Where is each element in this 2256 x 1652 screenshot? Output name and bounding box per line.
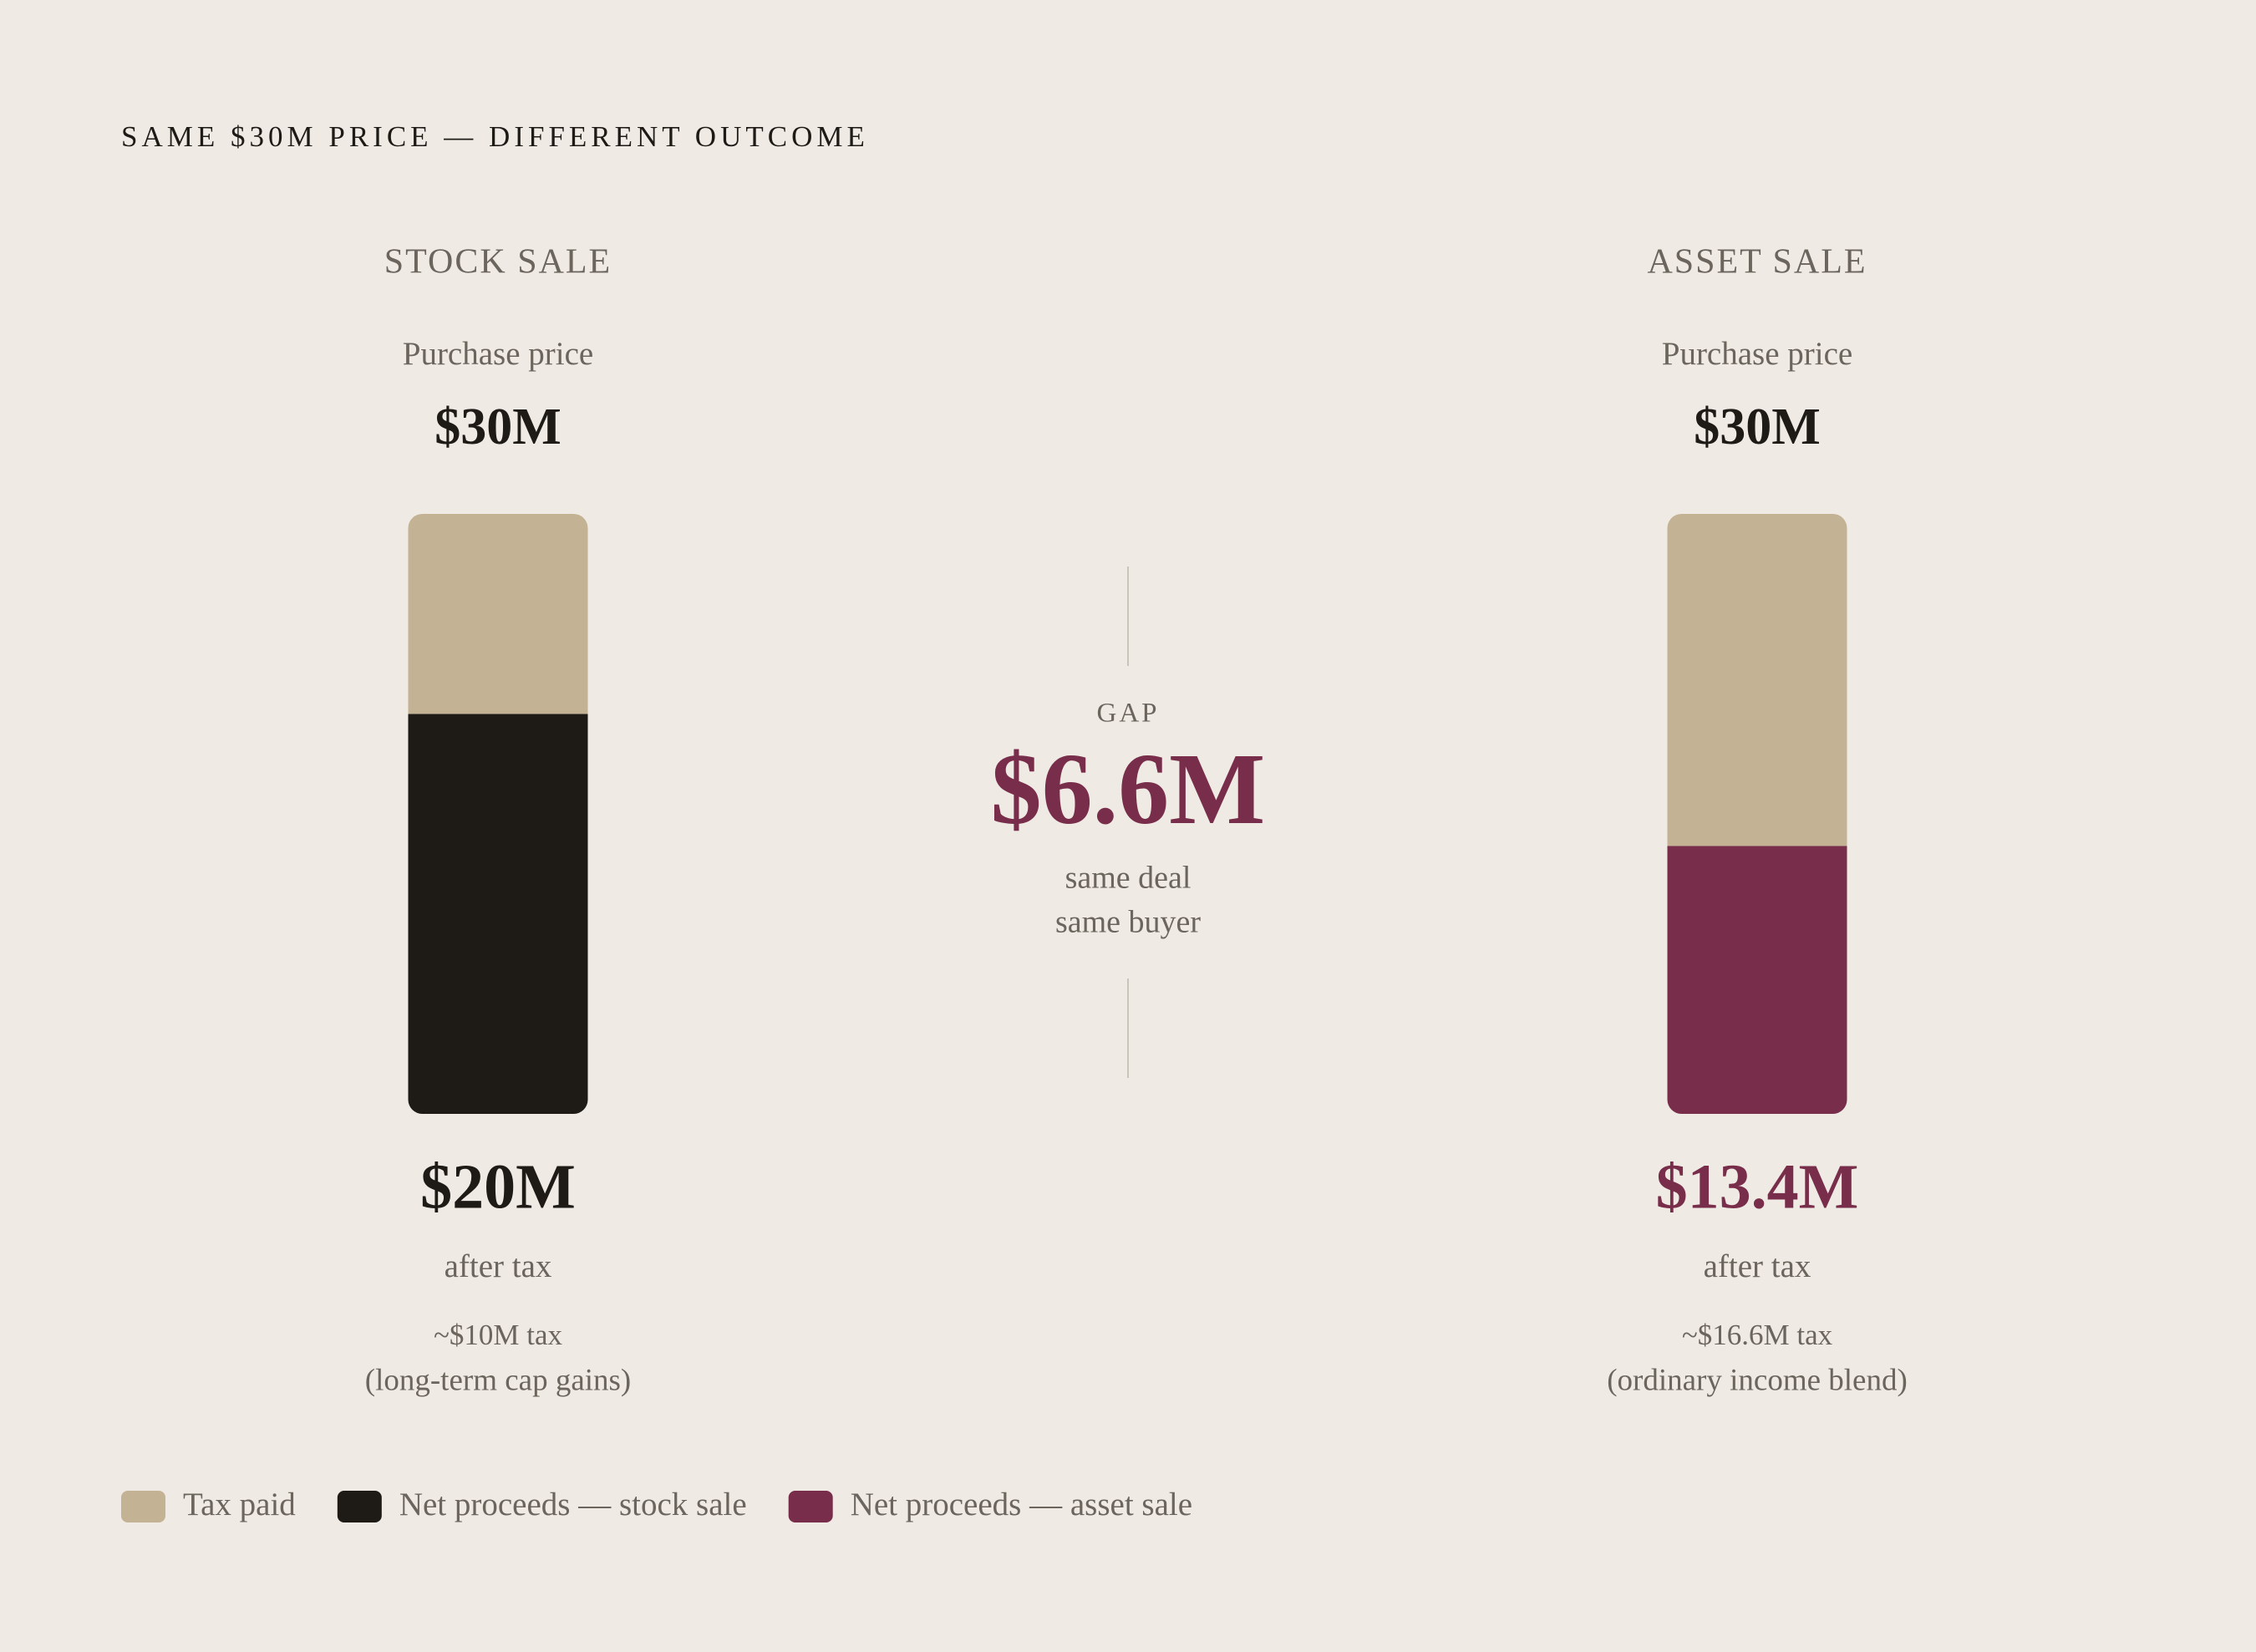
gap-label: GAP [1096, 699, 1159, 729]
chart-title: SAME $30M PRICE — DIFFERENT OUTCOME [121, 120, 869, 153]
bar-segment [1667, 514, 1847, 846]
net-caption: after tax [1704, 1248, 1811, 1284]
legend-swatch [337, 1491, 382, 1522]
net-caption: after tax [445, 1248, 552, 1284]
bar-segment [408, 514, 588, 714]
tax-note: (ordinary income blend) [1607, 1363, 1908, 1397]
net-label: $20M [420, 1151, 576, 1222]
tax-note: (long-term cap gains) [365, 1363, 632, 1397]
tax-label: ~$10M tax [434, 1319, 563, 1351]
bar-stack [408, 514, 588, 1114]
category-label: STOCK SALE [384, 243, 612, 282]
legend-swatch [121, 1491, 165, 1522]
legend-label: Net proceeds — asset sale [851, 1487, 1192, 1522]
total-caption: Purchase price [1662, 336, 1852, 372]
total-value: $30M [434, 399, 561, 455]
gap-value: $6.6M [991, 733, 1266, 846]
total-value: $30M [1694, 399, 1821, 455]
legend-label: Tax paid [183, 1487, 296, 1522]
gap-note: same buyer [1055, 905, 1201, 940]
bar-stack [1667, 514, 1847, 1114]
category-label: ASSET SALE [1647, 243, 1867, 282]
bar-segment [408, 714, 588, 1114]
legend-swatch [788, 1491, 833, 1522]
bar-segment [1667, 846, 1847, 1114]
gap-note: same deal [1065, 861, 1192, 896]
total-caption: Purchase price [403, 336, 593, 372]
tax-label: ~$16.6M tax [1682, 1319, 1833, 1351]
net-label: $13.4M [1656, 1151, 1859, 1222]
legend-label: Net proceeds — stock sale [399, 1487, 747, 1522]
